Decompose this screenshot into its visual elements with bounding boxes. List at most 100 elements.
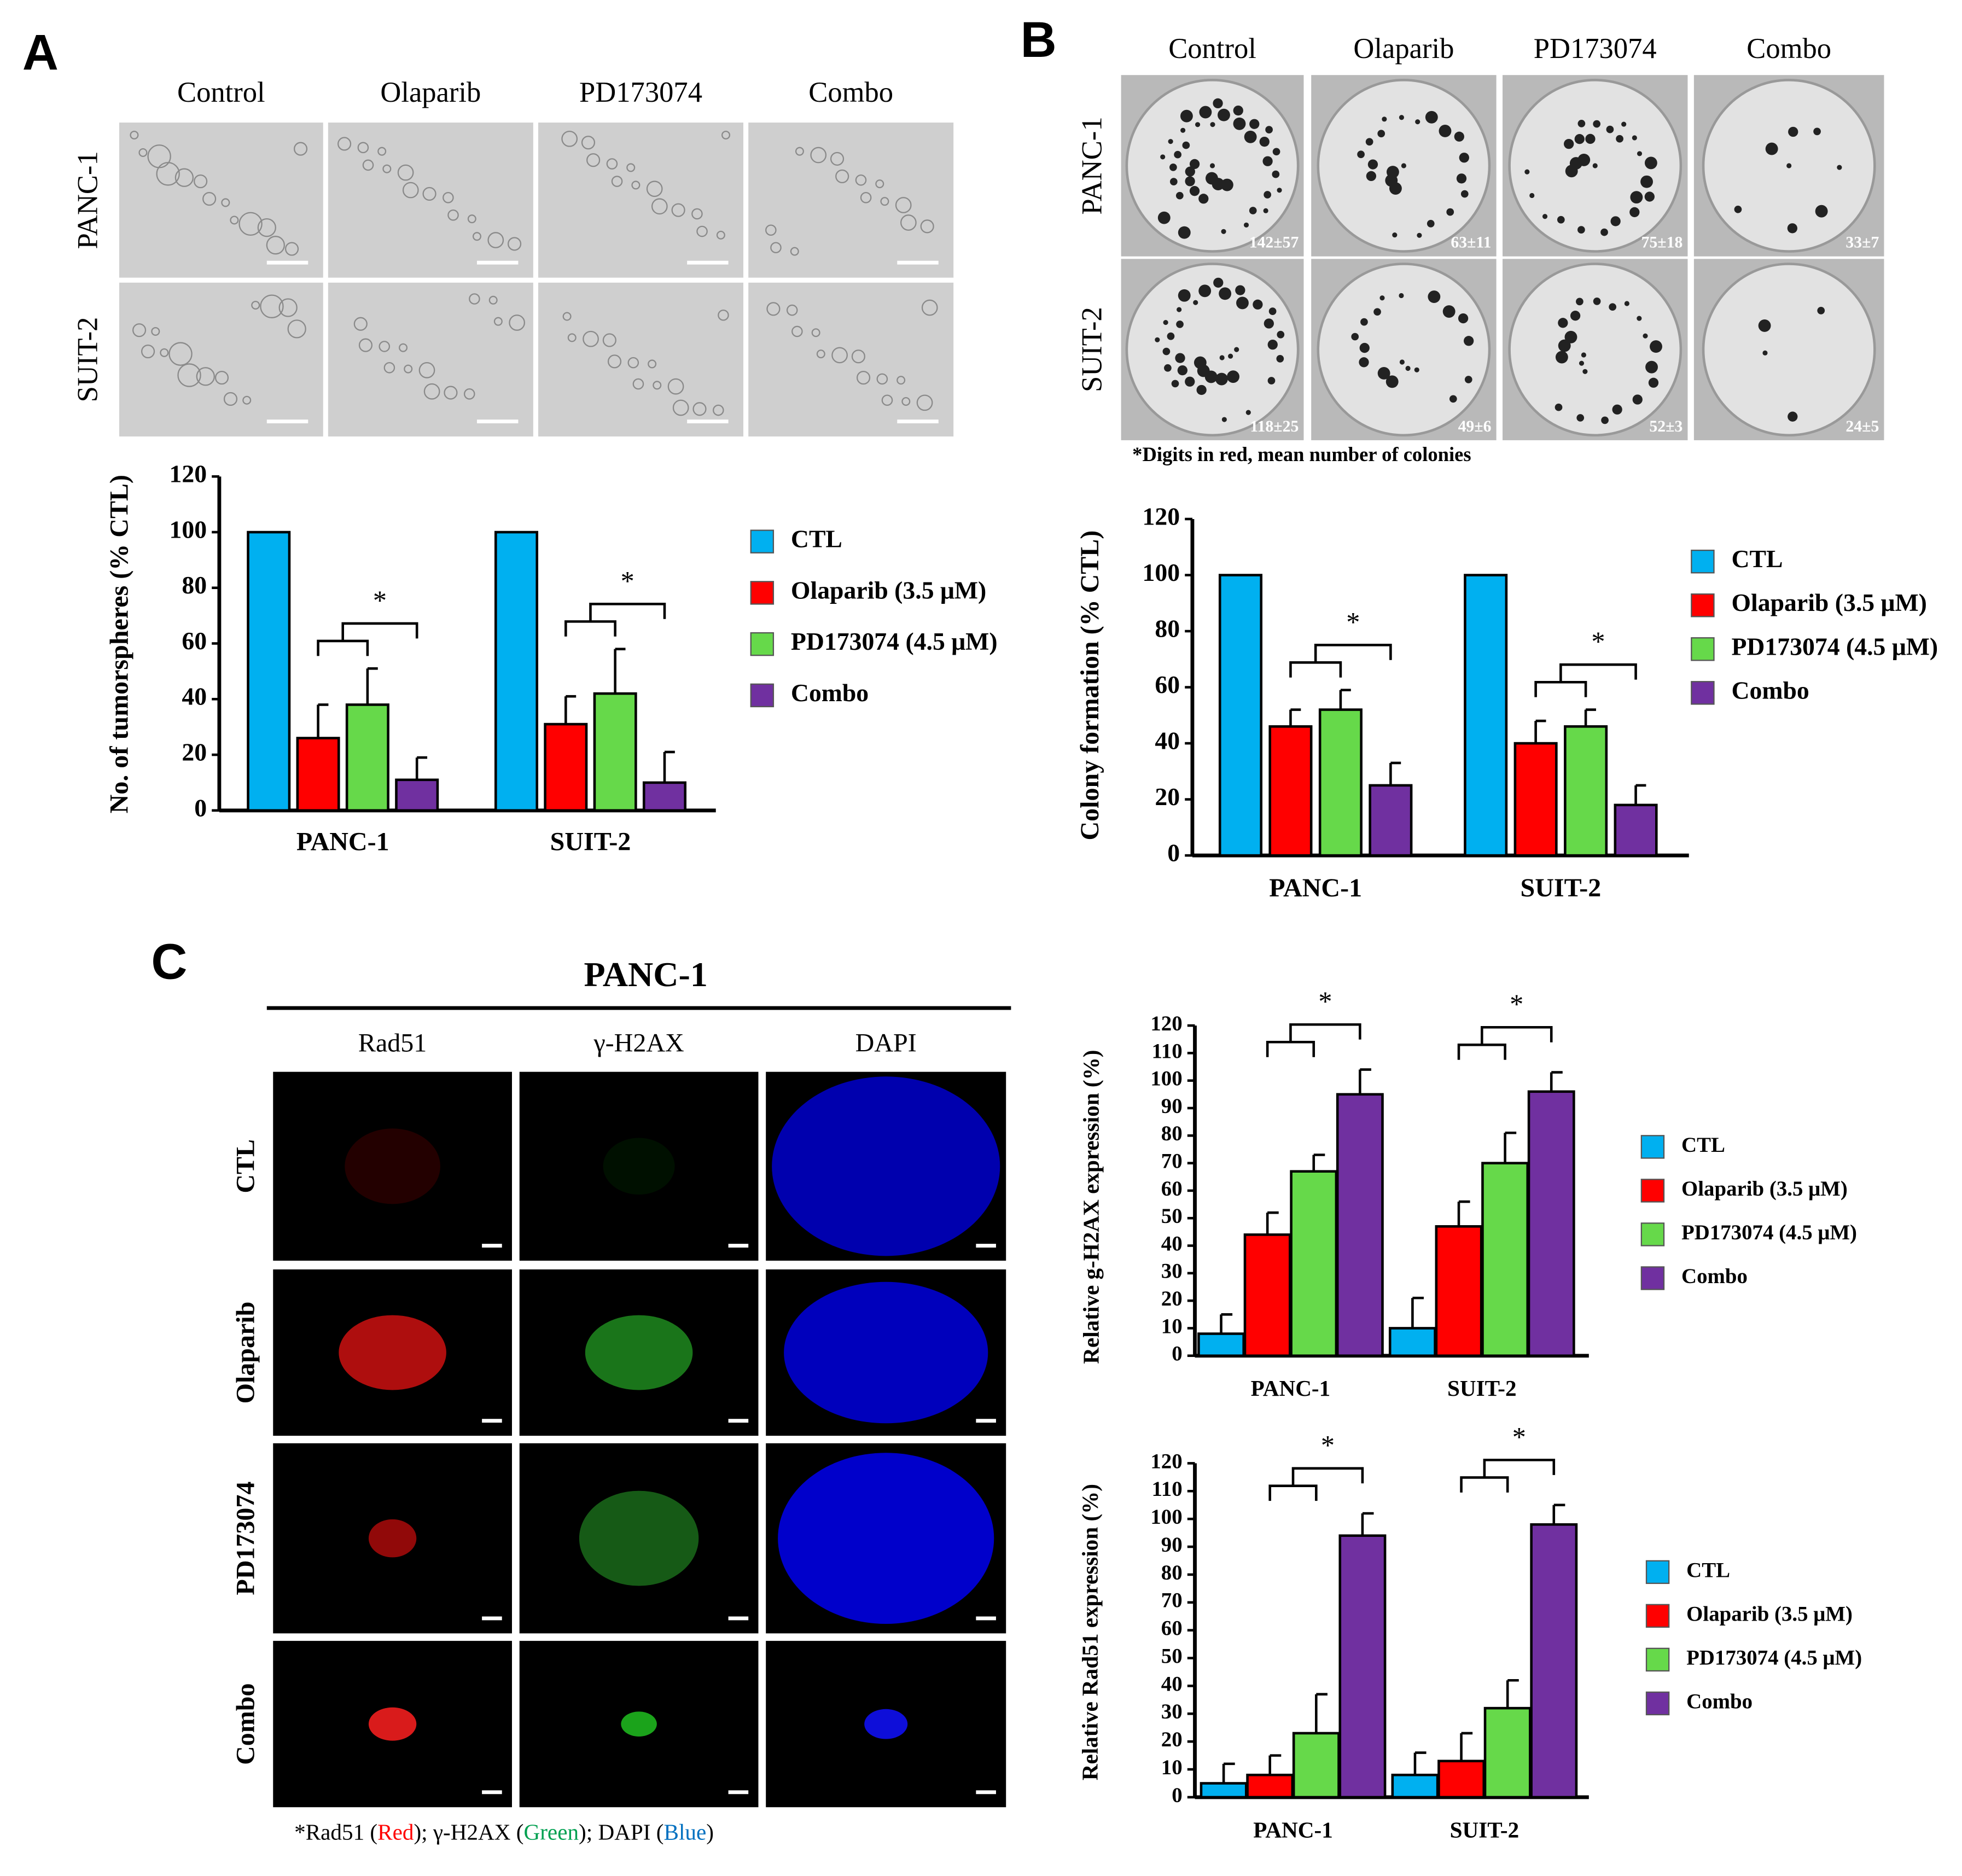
y-tick-label: 60 bbox=[1161, 1617, 1183, 1640]
note: *Digits in red, mean number of colonies bbox=[1132, 443, 1471, 465]
colony bbox=[1276, 355, 1284, 363]
y-tick-label: 90 bbox=[1161, 1533, 1183, 1557]
colony bbox=[1610, 216, 1621, 226]
colony bbox=[1392, 232, 1398, 238]
cell-cluster bbox=[358, 338, 373, 352]
colony bbox=[1386, 166, 1399, 178]
cell-cluster bbox=[810, 147, 827, 164]
caption-part: ); γ-H2AX ( bbox=[414, 1820, 523, 1845]
y-axis-label: Relative Rad51 expression (%) bbox=[1077, 1484, 1103, 1780]
colony bbox=[1399, 115, 1404, 120]
colony bbox=[1196, 384, 1207, 395]
colony bbox=[1637, 151, 1643, 156]
colony bbox=[1529, 193, 1535, 199]
cell-cluster bbox=[770, 242, 782, 254]
colony bbox=[1414, 367, 1419, 372]
colony-count: 52±3 bbox=[1649, 418, 1682, 435]
cell-cluster bbox=[786, 304, 798, 316]
y-tick-label: 120 bbox=[169, 460, 207, 488]
cell-cluster bbox=[194, 174, 208, 189]
legend-label: Olaparib (3.5 μM) bbox=[1686, 1602, 1853, 1626]
colony bbox=[1264, 191, 1272, 199]
legend-label: Combo bbox=[1681, 1265, 1748, 1288]
colony bbox=[1169, 164, 1177, 171]
colony bbox=[1813, 127, 1821, 136]
colony bbox=[1367, 159, 1378, 170]
legend-label: Combo bbox=[791, 679, 869, 707]
significance-bracket bbox=[564, 603, 666, 637]
colony bbox=[1456, 173, 1467, 184]
cell-cluster bbox=[583, 330, 599, 347]
cell-cluster bbox=[266, 236, 285, 255]
colony bbox=[1168, 139, 1173, 144]
bar bbox=[1388, 1327, 1436, 1358]
colony bbox=[1650, 340, 1662, 353]
cell-cluster bbox=[214, 370, 229, 385]
well bbox=[1702, 263, 1876, 437]
cell-cluster bbox=[795, 147, 804, 156]
bar bbox=[494, 531, 539, 812]
colony bbox=[1233, 117, 1246, 130]
cell-cluster bbox=[626, 163, 636, 172]
bar bbox=[1614, 803, 1658, 857]
colony bbox=[1262, 156, 1273, 166]
colony bbox=[1643, 333, 1648, 339]
colony bbox=[1272, 148, 1280, 156]
y-tick-label: 40 bbox=[182, 683, 207, 710]
well bbox=[1317, 263, 1491, 437]
legend-label: Combo bbox=[1686, 1689, 1753, 1713]
colony bbox=[1644, 156, 1657, 170]
bar bbox=[1530, 1523, 1578, 1799]
colony bbox=[1524, 169, 1530, 174]
y-tick-label: 10 bbox=[1161, 1314, 1183, 1338]
micrograph bbox=[538, 282, 744, 437]
row-label: Olaparib bbox=[231, 1302, 260, 1404]
cell-cluster bbox=[696, 225, 708, 237]
colony bbox=[1616, 135, 1623, 143]
colony bbox=[1163, 320, 1168, 325]
significance-mark: * bbox=[1510, 989, 1523, 1019]
colony bbox=[1837, 165, 1842, 170]
colony-count: 49±6 bbox=[1458, 418, 1492, 435]
colony bbox=[1221, 417, 1227, 422]
y-tick-label: 100 bbox=[1150, 1067, 1182, 1091]
stain bbox=[864, 1709, 908, 1739]
colony bbox=[1277, 188, 1282, 193]
y-tick-label: 80 bbox=[1155, 615, 1180, 643]
colony bbox=[1786, 163, 1792, 168]
cell-cluster bbox=[293, 142, 308, 156]
cell-cluster bbox=[423, 383, 440, 400]
colony bbox=[1446, 208, 1454, 216]
cell-cluster bbox=[586, 153, 601, 167]
row-label: CTL bbox=[231, 1139, 260, 1193]
colony bbox=[1817, 306, 1825, 314]
cell-cluster bbox=[721, 130, 731, 139]
colony bbox=[1234, 347, 1239, 352]
colony bbox=[1427, 220, 1435, 228]
significance-mark: * bbox=[1591, 626, 1605, 657]
stain bbox=[778, 1453, 994, 1624]
legend-swatch bbox=[750, 529, 775, 554]
cell-cluster bbox=[876, 373, 888, 385]
cell-cluster bbox=[472, 232, 481, 241]
cell-cluster bbox=[488, 295, 498, 305]
colony bbox=[1209, 163, 1215, 168]
colony bbox=[1373, 308, 1381, 316]
y-tick-label: 60 bbox=[1155, 671, 1180, 698]
significance-bracket bbox=[1534, 663, 1637, 697]
significance-mark: * bbox=[621, 566, 634, 596]
stain bbox=[784, 1281, 988, 1424]
colony bbox=[1366, 171, 1377, 182]
colony bbox=[1220, 178, 1233, 191]
colony bbox=[1198, 194, 1209, 204]
y-tick-label: 0 bbox=[1172, 1342, 1182, 1366]
cell-cluster bbox=[404, 364, 413, 374]
colony bbox=[1577, 120, 1586, 127]
colony bbox=[1243, 222, 1249, 228]
bar bbox=[1338, 1534, 1387, 1799]
cell-cluster bbox=[648, 359, 657, 369]
colony bbox=[1155, 337, 1160, 342]
y-tick-label: 110 bbox=[1151, 1477, 1182, 1501]
cell-cluster bbox=[632, 378, 644, 390]
colony bbox=[1175, 191, 1184, 200]
